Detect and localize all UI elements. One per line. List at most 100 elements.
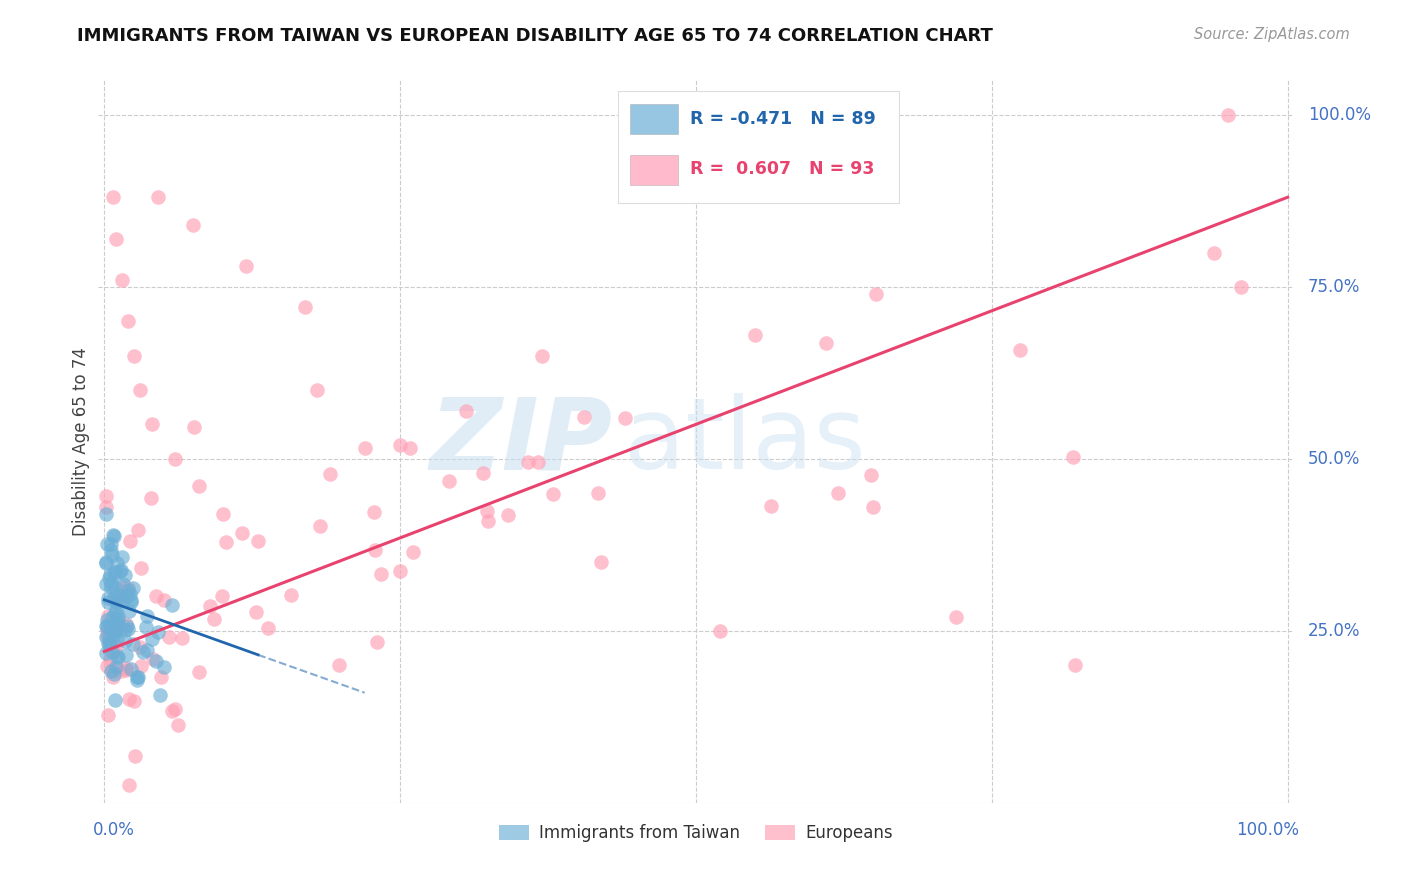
Point bbox=[114, 634, 136, 648]
Point bbox=[167, 718, 190, 732]
Point bbox=[118, 604, 141, 618]
Point bbox=[97, 636, 120, 650]
Point bbox=[145, 654, 167, 668]
Point bbox=[104, 639, 127, 653]
Text: 100.0%: 100.0% bbox=[1308, 105, 1371, 124]
Point bbox=[101, 190, 124, 204]
Point bbox=[363, 543, 385, 558]
Point bbox=[107, 613, 129, 627]
Point bbox=[1063, 658, 1085, 673]
Point bbox=[146, 190, 169, 204]
Point bbox=[94, 630, 117, 644]
Point bbox=[531, 349, 554, 363]
Point bbox=[477, 514, 499, 528]
Point bbox=[181, 218, 204, 232]
Point bbox=[96, 658, 118, 673]
Point bbox=[118, 691, 141, 706]
Point bbox=[100, 537, 122, 551]
Point bbox=[120, 587, 142, 601]
Point bbox=[157, 630, 180, 644]
Point bbox=[115, 619, 138, 633]
Point bbox=[814, 336, 837, 351]
Point bbox=[120, 593, 142, 607]
Point bbox=[235, 259, 257, 273]
Point bbox=[117, 314, 139, 328]
Point bbox=[149, 669, 172, 683]
Point bbox=[98, 652, 121, 666]
Point bbox=[104, 616, 127, 631]
Point bbox=[120, 661, 142, 675]
Point bbox=[103, 643, 125, 657]
Point bbox=[115, 661, 138, 675]
Text: IMMIGRANTS FROM TAIWAN VS EUROPEAN DISABILITY AGE 65 TO 74 CORRELATION CHART: IMMIGRANTS FROM TAIWAN VS EUROPEAN DISAB… bbox=[77, 27, 993, 45]
Point bbox=[472, 466, 495, 480]
Point bbox=[865, 287, 887, 301]
Point bbox=[160, 598, 183, 612]
Text: R =  0.607   N = 93: R = 0.607 N = 93 bbox=[690, 161, 875, 178]
Point bbox=[148, 689, 170, 703]
Point bbox=[114, 623, 136, 637]
Point bbox=[122, 349, 145, 363]
Point bbox=[103, 579, 125, 593]
Point bbox=[100, 577, 122, 591]
Point bbox=[399, 442, 422, 456]
Point bbox=[111, 622, 134, 636]
Point bbox=[353, 442, 375, 456]
Point bbox=[117, 582, 139, 597]
Point bbox=[183, 419, 205, 434]
Point bbox=[103, 615, 125, 630]
Point bbox=[105, 623, 128, 637]
Point bbox=[827, 486, 849, 500]
Point bbox=[103, 666, 125, 681]
Point bbox=[107, 650, 129, 665]
Point bbox=[96, 619, 118, 633]
Point bbox=[108, 590, 131, 604]
Text: Source: ZipAtlas.com: Source: ZipAtlas.com bbox=[1194, 27, 1350, 42]
Point bbox=[135, 643, 157, 657]
Point bbox=[114, 568, 136, 582]
Point bbox=[104, 660, 127, 674]
Point bbox=[94, 646, 117, 660]
Point bbox=[125, 670, 148, 684]
Point bbox=[101, 670, 124, 684]
Point bbox=[1008, 343, 1031, 358]
Point bbox=[110, 664, 132, 678]
Point bbox=[117, 581, 139, 595]
Point bbox=[121, 582, 143, 596]
Point bbox=[103, 529, 125, 543]
Point bbox=[129, 640, 152, 654]
Point bbox=[125, 673, 148, 687]
Point bbox=[1229, 280, 1251, 294]
Point bbox=[517, 455, 540, 469]
Point bbox=[202, 612, 225, 626]
Point bbox=[104, 594, 127, 608]
Point bbox=[945, 610, 967, 624]
Point bbox=[388, 564, 411, 578]
Point bbox=[110, 563, 132, 577]
Point bbox=[165, 451, 187, 466]
Point bbox=[98, 570, 121, 584]
Point bbox=[172, 631, 194, 645]
Point bbox=[101, 623, 124, 637]
Point bbox=[96, 500, 118, 515]
Point bbox=[111, 273, 134, 287]
Point bbox=[98, 630, 121, 644]
Point bbox=[105, 231, 128, 245]
Point bbox=[97, 595, 120, 609]
Point bbox=[104, 565, 127, 579]
Point bbox=[105, 596, 128, 610]
Point bbox=[120, 534, 142, 549]
Point bbox=[761, 500, 783, 514]
Point bbox=[328, 658, 350, 673]
Point bbox=[108, 587, 131, 601]
Point bbox=[98, 635, 121, 649]
FancyBboxPatch shape bbox=[619, 91, 900, 203]
Point bbox=[859, 467, 882, 482]
Point bbox=[437, 475, 460, 489]
Point bbox=[527, 455, 550, 469]
Point bbox=[188, 665, 211, 680]
Point bbox=[145, 589, 167, 603]
Point bbox=[104, 588, 127, 602]
Point bbox=[127, 523, 149, 537]
Point bbox=[94, 507, 117, 521]
